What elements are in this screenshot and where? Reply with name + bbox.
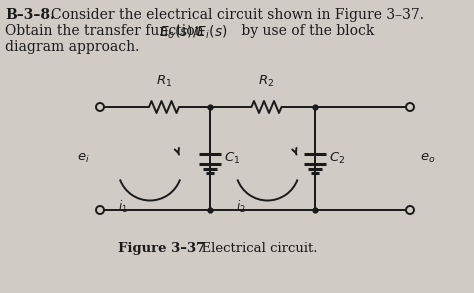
Text: $i_1$: $i_1$ xyxy=(118,198,128,214)
Text: $R_2$: $R_2$ xyxy=(258,74,274,89)
Text: Consider the electrical circuit shown in Figure 3–37.: Consider the electrical circuit shown in… xyxy=(51,8,424,22)
Text: B–3–8.: B–3–8. xyxy=(5,8,55,22)
Text: $e_o$: $e_o$ xyxy=(420,152,436,165)
Text: $E_o(s)/E_i(s)$: $E_o(s)/E_i(s)$ xyxy=(159,24,228,41)
Text: Figure 3–37: Figure 3–37 xyxy=(118,242,205,255)
Text: diagram approach.: diagram approach. xyxy=(5,40,139,54)
Text: Electrical circuit.: Electrical circuit. xyxy=(193,242,318,255)
Text: $C_2$: $C_2$ xyxy=(329,151,345,166)
Text: $i_2$: $i_2$ xyxy=(236,198,246,214)
Text: $e_i$: $e_i$ xyxy=(77,152,90,165)
Text: $C_1$: $C_1$ xyxy=(224,151,240,166)
Text: Obtain the transfer function: Obtain the transfer function xyxy=(5,24,208,38)
Text: by use of the block: by use of the block xyxy=(237,24,374,38)
Text: $R_1$: $R_1$ xyxy=(156,74,172,89)
